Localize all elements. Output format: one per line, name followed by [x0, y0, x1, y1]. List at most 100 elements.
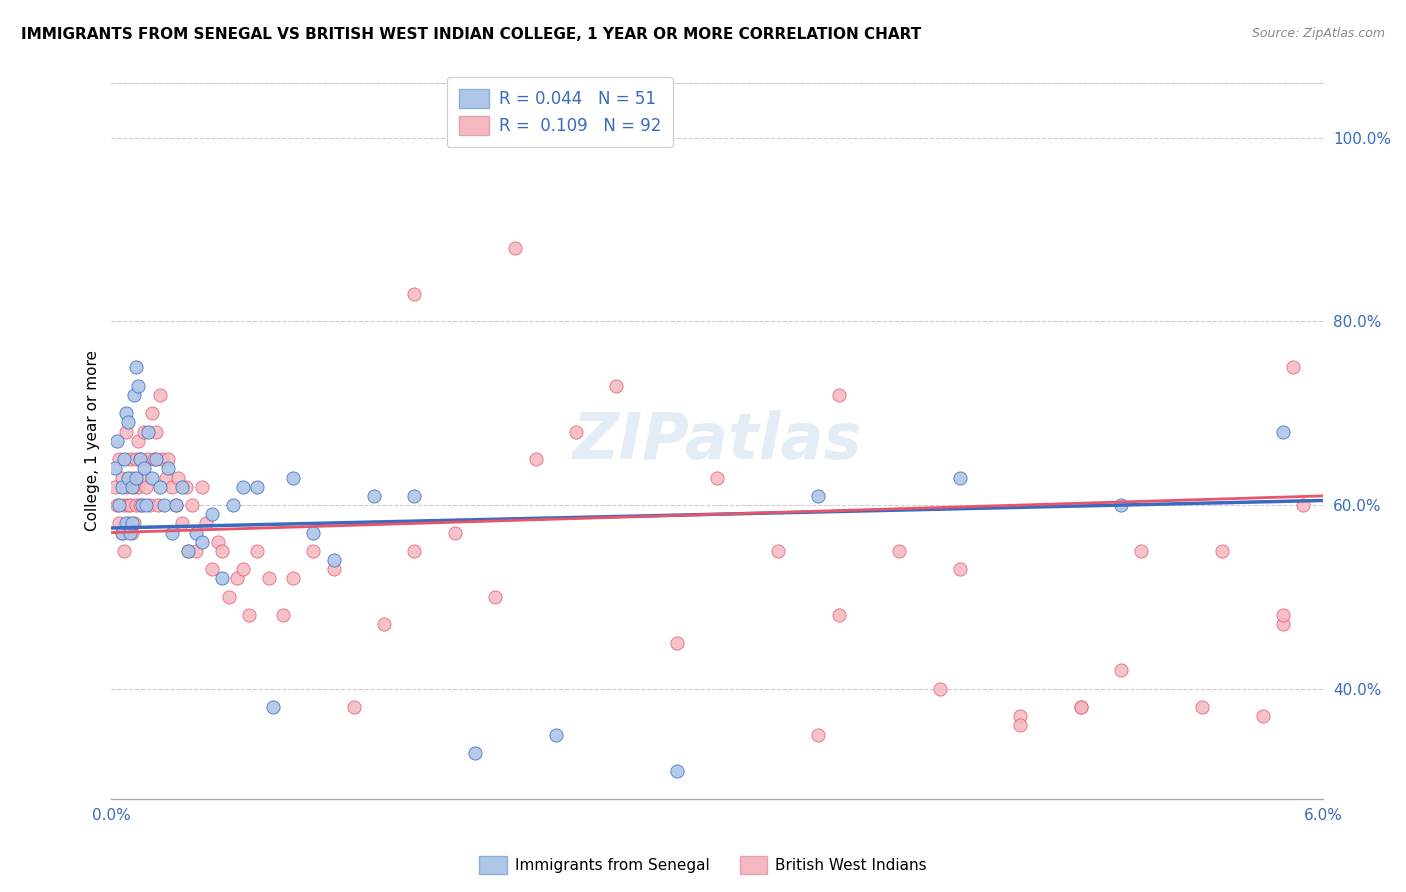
Point — [186, 544, 208, 558]
Point — [136, 425, 159, 439]
Point — [706, 470, 728, 484]
Point — [221, 498, 243, 512]
Point — [146, 498, 169, 512]
Point — [302, 544, 325, 558]
Point — [165, 498, 187, 512]
Point — [1282, 360, 1305, 375]
Point — [207, 534, 229, 549]
Point — [246, 480, 269, 494]
Text: ZIPatlas: ZIPatlas — [572, 409, 862, 472]
Point — [124, 452, 146, 467]
Point — [807, 489, 830, 503]
Point — [121, 516, 143, 531]
Point — [114, 406, 136, 420]
Point — [122, 516, 145, 531]
Point — [118, 498, 141, 512]
Point — [373, 617, 395, 632]
Point — [1111, 498, 1133, 512]
Point — [1271, 608, 1294, 623]
Point — [150, 452, 173, 467]
Point — [283, 572, 305, 586]
Point — [122, 480, 145, 494]
Point — [766, 544, 789, 558]
Point — [104, 461, 127, 475]
Point — [145, 452, 167, 467]
Point — [108, 452, 131, 467]
Point — [110, 470, 132, 484]
Point — [117, 416, 139, 430]
Point — [232, 562, 254, 576]
Point — [127, 434, 149, 448]
Point — [302, 525, 325, 540]
Point — [262, 700, 284, 714]
Point — [112, 498, 135, 512]
Point — [665, 764, 688, 779]
Point — [1111, 663, 1133, 677]
Point — [172, 516, 194, 531]
Point — [1251, 709, 1274, 723]
Point — [149, 388, 172, 402]
Point — [160, 525, 183, 540]
Point — [1271, 425, 1294, 439]
Point — [257, 572, 280, 586]
Point — [322, 562, 344, 576]
Point — [131, 498, 153, 512]
Point — [128, 452, 150, 467]
Point — [155, 470, 177, 484]
Point — [949, 470, 972, 484]
Point — [201, 507, 224, 521]
Point — [121, 525, 143, 540]
Point — [464, 746, 486, 760]
Point — [124, 498, 146, 512]
Point — [132, 461, 155, 475]
Point — [124, 470, 146, 484]
Point — [135, 498, 157, 512]
Point — [177, 544, 200, 558]
Point — [404, 489, 426, 503]
Point — [404, 287, 426, 301]
Point — [153, 498, 176, 512]
Point — [195, 516, 218, 531]
Point — [127, 378, 149, 392]
Point — [665, 636, 688, 650]
Legend: R = 0.044   N = 51, R =  0.109   N = 92: R = 0.044 N = 51, R = 0.109 N = 92 — [447, 77, 672, 147]
Point — [928, 681, 950, 696]
Point — [136, 452, 159, 467]
Point — [142, 452, 165, 467]
Point — [110, 480, 132, 494]
Point — [1211, 544, 1233, 558]
Point — [145, 425, 167, 439]
Point — [343, 700, 366, 714]
Point — [117, 516, 139, 531]
Point — [124, 360, 146, 375]
Text: Source: ZipAtlas.com: Source: ZipAtlas.com — [1251, 27, 1385, 40]
Point — [238, 608, 260, 623]
Point — [404, 544, 426, 558]
Y-axis label: College, 1 year or more: College, 1 year or more — [86, 351, 100, 532]
Point — [118, 452, 141, 467]
Point — [1010, 709, 1032, 723]
Point — [149, 480, 172, 494]
Point — [128, 452, 150, 467]
Point — [117, 470, 139, 484]
Point — [127, 480, 149, 494]
Point — [156, 452, 179, 467]
Point — [1130, 544, 1153, 558]
Point — [174, 480, 197, 494]
Point — [121, 480, 143, 494]
Point — [114, 480, 136, 494]
Point — [443, 525, 465, 540]
Point — [114, 516, 136, 531]
Point — [322, 553, 344, 567]
Point — [141, 406, 163, 420]
Point — [118, 525, 141, 540]
Point — [211, 572, 233, 586]
Point — [565, 425, 588, 439]
Legend: Immigrants from Senegal, British West Indians: Immigrants from Senegal, British West In… — [474, 850, 932, 880]
Point — [949, 562, 972, 576]
Point — [283, 470, 305, 484]
Point — [181, 498, 204, 512]
Point — [167, 470, 190, 484]
Point — [191, 480, 214, 494]
Point — [122, 388, 145, 402]
